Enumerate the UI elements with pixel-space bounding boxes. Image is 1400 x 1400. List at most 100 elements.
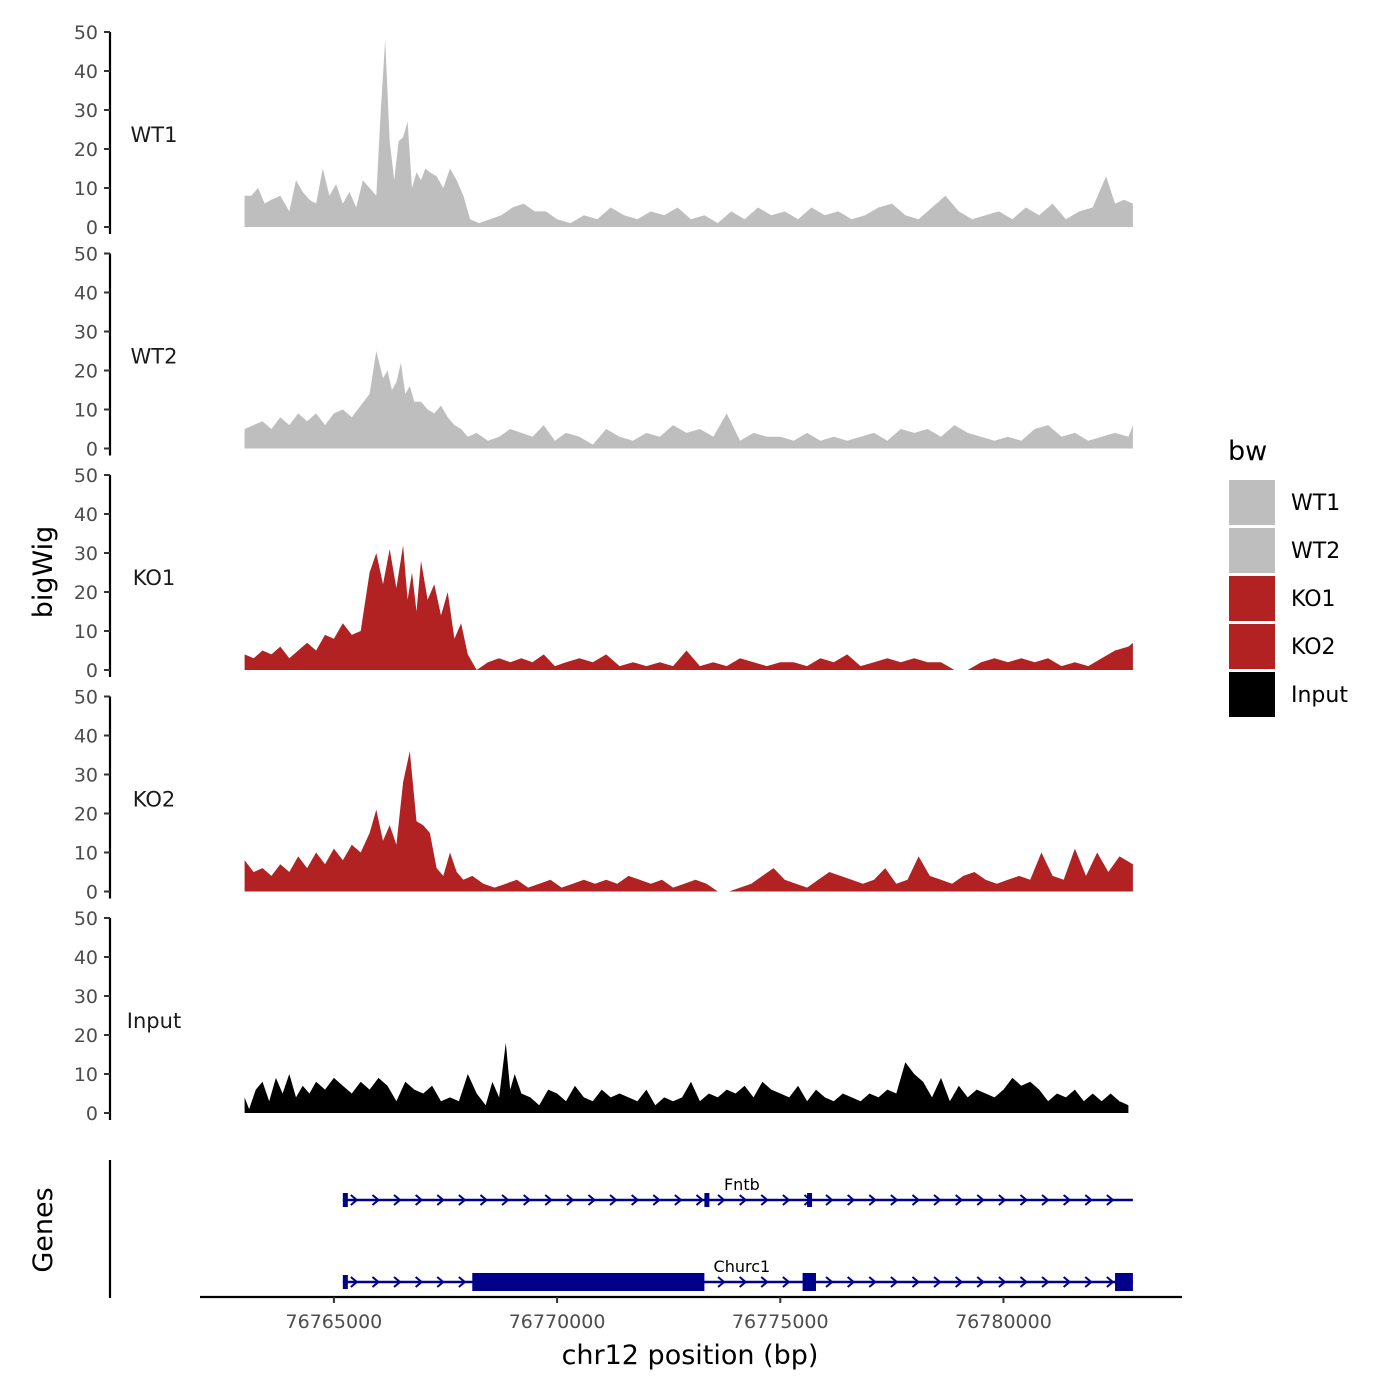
strand-arrow <box>350 1276 359 1288</box>
strand-arrow <box>1084 1276 1093 1288</box>
signal-area <box>244 545 1133 670</box>
gene-churc1: Churc1 <box>342 1257 1133 1291</box>
strand-arrow <box>825 1194 834 1206</box>
gene-track: Fntb Churc1 <box>108 1160 1133 1298</box>
signal-area <box>244 351 1133 449</box>
strand-arrow <box>1019 1276 1029 1288</box>
y-tick-label: 10 <box>74 843 98 865</box>
legend-title: bw <box>1228 436 1267 467</box>
strand-arrow <box>738 1276 748 1288</box>
gene-exon <box>342 1193 348 1207</box>
y-tick-label: 0 <box>86 882 98 904</box>
y-tick-label: 30 <box>74 986 98 1008</box>
legend-label: WT2 <box>1291 539 1340 564</box>
legend-swatch <box>1229 672 1275 717</box>
y-tick-label: 30 <box>74 543 98 565</box>
strand-arrow <box>458 1194 467 1206</box>
strand-arrow <box>717 1276 726 1288</box>
y-tick-label: 10 <box>74 621 98 643</box>
signal-area <box>244 751 1133 892</box>
strand-arrow <box>414 1276 424 1288</box>
strand-arrow <box>976 1276 985 1288</box>
signal-tracks: 0 10 20 30 40 50 WT1 0 10 20 30 40 50 WT2 0 10 20 30 40 50 K… <box>74 22 1133 1125</box>
strand-arrow <box>501 1194 510 1206</box>
y-tick-label: 0 <box>86 217 98 239</box>
track-ko2: 0 10 20 30 40 50 KO2 <box>74 687 1133 904</box>
strand-arrow <box>760 1194 769 1206</box>
strand-arrow <box>933 1194 942 1206</box>
y-tick-label: 50 <box>74 22 98 44</box>
genes-axis-title: Genes <box>28 1187 59 1272</box>
legend: WT1 WT2 KO1 KO2 Input <box>1229 480 1348 717</box>
legend-item-ko1: KO1 <box>1229 576 1336 621</box>
y-tick-label: 50 <box>74 687 98 709</box>
strand-arrow <box>1041 1276 1050 1288</box>
legend-swatch <box>1229 576 1275 621</box>
gene-exon <box>472 1273 705 1291</box>
y-tick-label: 30 <box>74 322 98 344</box>
strand-arrow <box>1084 1194 1093 1206</box>
strand-arrow <box>414 1194 424 1206</box>
strand-arrow <box>566 1194 575 1206</box>
gene-exon <box>802 1273 816 1291</box>
legend-label: Input <box>1291 683 1348 708</box>
y-tick-label: 10 <box>74 178 98 200</box>
y-tick-label: 50 <box>74 244 98 266</box>
legend-swatch <box>1229 528 1275 573</box>
y-axis-title: bigWig <box>28 526 59 619</box>
strand-arrow <box>371 1276 380 1288</box>
strand-arrow <box>350 1194 359 1206</box>
strand-arrow <box>458 1276 467 1288</box>
strand-arrow <box>544 1194 553 1206</box>
strand-arrow <box>393 1276 402 1288</box>
strand-arrow <box>1106 1276 1115 1288</box>
track-label: KO1 <box>133 566 176 590</box>
strand-arrow <box>479 1194 488 1206</box>
strand-arrow <box>695 1194 704 1206</box>
y-tick-label: 40 <box>74 947 98 969</box>
strand-arrow <box>630 1194 640 1206</box>
strand-arrow <box>674 1194 683 1206</box>
strand-arrow <box>717 1194 726 1206</box>
track-label: WT2 <box>131 345 178 369</box>
strand-arrow <box>609 1194 618 1206</box>
track-input: 0 10 20 30 40 50 Input <box>74 908 1129 1125</box>
y-tick-label: 20 <box>74 361 98 383</box>
x-axis: 76765000 76770000 76775000 76780000 <box>200 1295 1182 1333</box>
strand-arrow <box>782 1194 791 1206</box>
gene-exon <box>342 1275 348 1289</box>
legend-swatch <box>1229 480 1275 525</box>
strand-arrow <box>760 1276 769 1288</box>
y-tick-label: 50 <box>74 465 98 487</box>
strand-arrow <box>436 1194 445 1206</box>
x-tick-label: 76765000 <box>286 1311 383 1333</box>
track-ko1: 0 10 20 30 40 50 KO1 <box>74 465 1133 682</box>
track-label: Input <box>127 1009 181 1033</box>
strand-arrow <box>1106 1194 1115 1206</box>
x-tick-label: 76775000 <box>732 1311 829 1333</box>
strand-arrow <box>436 1276 445 1288</box>
y-tick-label: 40 <box>74 61 98 83</box>
legend-item-wt2: WT2 <box>1229 528 1340 573</box>
y-tick-label: 20 <box>74 1025 98 1047</box>
x-axis-title: chr12 position (bp) <box>562 1340 819 1371</box>
legend-label: WT1 <box>1291 491 1340 516</box>
x-tick-label: 76780000 <box>955 1311 1052 1333</box>
strand-arrow <box>825 1276 834 1288</box>
y-tick-label: 30 <box>74 100 98 122</box>
strand-arrow <box>998 1194 1007 1206</box>
y-tick-label: 0 <box>86 660 98 682</box>
legend-swatch <box>1229 624 1275 669</box>
strand-arrow <box>738 1194 748 1206</box>
gene-label: Fntb <box>724 1175 760 1194</box>
track-label: WT1 <box>131 123 178 147</box>
track-wt1: 0 10 20 30 40 50 WT1 <box>74 22 1133 239</box>
y-tick-label: 0 <box>86 1103 98 1125</box>
signal-area <box>244 39 1133 227</box>
y-tick-label: 40 <box>74 283 98 305</box>
y-tick-label: 10 <box>74 400 98 422</box>
strand-arrow <box>998 1276 1007 1288</box>
strand-arrow <box>868 1194 877 1206</box>
strand-arrow <box>846 1194 856 1206</box>
legend-item-input: Input <box>1229 672 1348 717</box>
